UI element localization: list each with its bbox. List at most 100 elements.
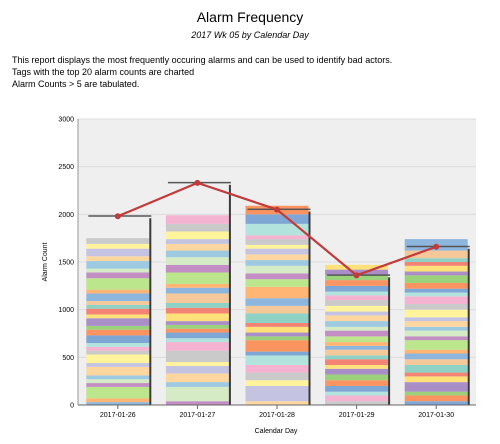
bar-2017-01-29 [325, 264, 391, 405]
bar-segment [404, 340, 468, 350]
bar-segment [404, 288, 468, 293]
bar-segment [86, 304, 150, 309]
bar-segment [245, 260, 309, 266]
bar-2017-01-28 [245, 205, 311, 405]
bar-segment [325, 380, 389, 386]
bar-segment [165, 272, 229, 284]
bar-segment [404, 353, 468, 360]
y-tick-label: 3000 [58, 117, 74, 124]
bar-segment [245, 254, 309, 261]
bar-segment [245, 214, 309, 224]
bar-segment [86, 346, 150, 351]
bar-segment [86, 268, 150, 273]
bar-segment [325, 295, 389, 301]
bar-segment [245, 323, 309, 327]
bar-segment [86, 398, 150, 403]
bar-segment [86, 289, 150, 294]
bar-segment [245, 286, 309, 299]
y-tick-label: 2000 [58, 212, 74, 219]
bar-segment [86, 318, 150, 326]
bar-segment [165, 307, 229, 314]
bar-segment [325, 280, 389, 286]
bar-segment [245, 313, 309, 324]
bar-segment [165, 332, 229, 339]
bar-segment [325, 264, 389, 270]
bar-segment [325, 291, 389, 296]
bar-segment [86, 354, 150, 364]
bar-segment [404, 349, 468, 354]
bar-segment [245, 265, 309, 274]
total-line-point [353, 272, 360, 279]
report-description-line-1: This report displays the most frequently… [12, 55, 393, 65]
bar-segment [165, 328, 229, 333]
bar-segment [245, 239, 309, 245]
bar-segment [404, 326, 468, 331]
bar-segment [165, 293, 229, 303]
x-tick-label: 2017-01-27 [179, 412, 215, 419]
bar-segment [165, 264, 229, 273]
x-tick-label: 2017-01-26 [100, 412, 136, 419]
bar-segment [404, 382, 468, 392]
bar-segment [404, 265, 468, 272]
bar-2017-01-26 [86, 215, 152, 405]
bar-segment [86, 329, 150, 336]
bar-segment [165, 342, 229, 351]
bar-segment [325, 326, 389, 331]
bar-segment [404, 296, 468, 304]
bar-segment [165, 243, 229, 251]
bar-segment [325, 321, 389, 327]
bar-segment [325, 391, 389, 396]
bar-segment [404, 303, 468, 310]
bar-segment [245, 336, 309, 341]
bar-segment [325, 385, 389, 392]
y-tick-label: 2500 [58, 164, 74, 171]
bar-segment [325, 336, 389, 343]
bar-segment [245, 273, 309, 280]
bar-segment [165, 313, 229, 322]
bar-segment [245, 279, 309, 287]
bar-segment [245, 340, 309, 352]
bar-segment [245, 235, 309, 240]
bar-segment [86, 272, 150, 279]
bar-segment [325, 315, 389, 322]
bar-segment [325, 345, 389, 350]
bar-segment [325, 330, 389, 337]
bar-shadow [467, 248, 470, 405]
bar-segment [165, 362, 229, 366]
bar-segment [325, 305, 389, 312]
bar-shadow [228, 184, 231, 405]
bar-segment [245, 401, 309, 405]
bar-segment [165, 338, 229, 343]
total-line [114, 179, 440, 279]
bar-segment [165, 215, 229, 224]
y-tick-label: 500 [62, 355, 74, 362]
bar-segment [86, 293, 150, 302]
bar-segment [404, 275, 468, 283]
bar-segment [245, 351, 309, 356]
stacked-bars [86, 181, 470, 405]
bar-segment [86, 379, 150, 384]
bar-segment [325, 311, 389, 316]
bar-segment [404, 330, 468, 337]
bar-segment [86, 383, 150, 387]
y-tick-label: 1000 [58, 307, 74, 314]
bar-segment [404, 282, 468, 289]
bar-segment [245, 223, 309, 236]
bar-shadow [149, 218, 152, 405]
bar-segment [86, 402, 150, 405]
report-title: Alarm Frequency [196, 9, 304, 25]
bar-segment [325, 349, 389, 356]
bar-segment [165, 302, 229, 308]
total-line-point [274, 206, 280, 213]
bar-segment [404, 401, 468, 405]
bar-segment [86, 343, 150, 347]
bar-segment [86, 350, 150, 355]
bar-segment [325, 364, 389, 369]
x-tick-label: 2017-01-30 [418, 412, 454, 419]
bar-segment [404, 292, 468, 297]
report-description-line-3: Alarm Counts > 5 are tabulated. [12, 79, 140, 89]
bar-segment [165, 223, 229, 232]
bar-segment [245, 248, 309, 255]
bar-segment [245, 244, 309, 249]
